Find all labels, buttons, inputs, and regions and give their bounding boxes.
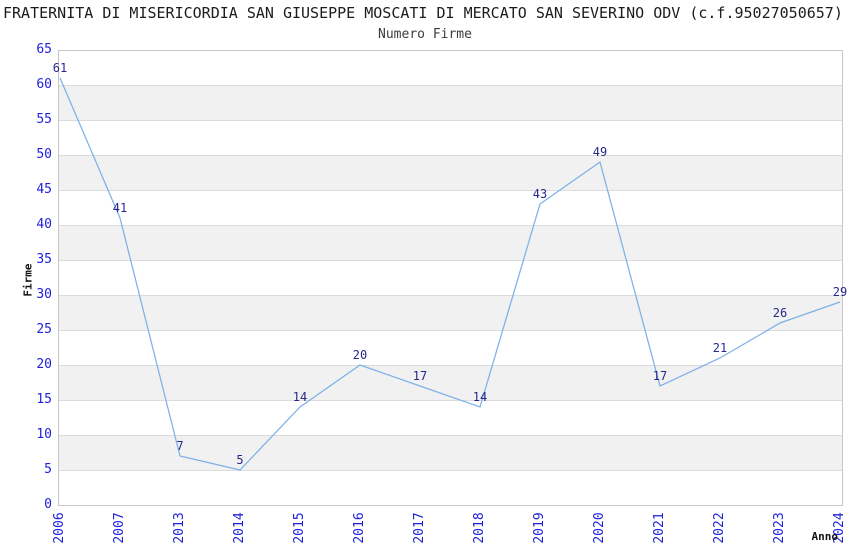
x-tick-label: 2021: [652, 512, 667, 544]
x-axis-title: Anno: [811, 530, 839, 543]
y-tick-label: 55: [36, 112, 52, 127]
y-tick-label: 35: [36, 252, 52, 267]
y-tick-label: 5: [44, 462, 52, 477]
data-label: 49: [592, 145, 608, 159]
data-label: 41: [112, 201, 128, 215]
x-tick-label: 2023: [772, 512, 787, 544]
x-tick-label: 2013: [172, 512, 187, 544]
x-tick-label: 2019: [532, 512, 547, 544]
x-tick-label: 2017: [412, 512, 427, 544]
x-tick-label: 2015: [292, 512, 307, 544]
plot-band: [58, 225, 842, 260]
plot-band: [58, 155, 842, 190]
y-tick-label: 50: [36, 147, 52, 162]
x-tick-label: 2014: [232, 512, 247, 544]
plot-band: [58, 85, 842, 120]
plot-band: [58, 365, 842, 400]
data-label: 21: [712, 341, 728, 355]
y-tick-label: 20: [36, 357, 52, 372]
x-tick-label: 2007: [112, 512, 127, 544]
data-label: 29: [832, 285, 848, 299]
plot-border: [58, 50, 843, 506]
data-label: 7: [176, 439, 184, 453]
data-line: [59, 77, 841, 471]
data-label: 5: [236, 453, 244, 467]
data-label: 26: [772, 306, 788, 320]
data-label: 20: [352, 348, 368, 362]
chart-title: FRATERNITA DI MISERICORDIA SAN GIUSEPPE …: [3, 4, 843, 22]
y-tick-label: 60: [36, 77, 52, 92]
data-label: 43: [532, 187, 548, 201]
data-label: 17: [412, 369, 428, 383]
x-tick-label: 2020: [592, 512, 607, 544]
data-label: 14: [472, 390, 488, 404]
y-tick-label: 65: [36, 42, 52, 57]
y-tick-label: 40: [36, 217, 52, 232]
plot-band: [58, 435, 842, 470]
x-tick-label: 2018: [472, 512, 487, 544]
x-tick-label: 2022: [712, 512, 727, 544]
y-axis-title: Firme: [21, 263, 35, 297]
y-tick-label: 15: [36, 392, 52, 407]
data-label: 14: [292, 390, 308, 404]
data-label: 61: [52, 61, 68, 75]
chart-subtitle: Numero Firme: [378, 27, 472, 42]
x-tick-label: 2016: [352, 512, 367, 544]
x-tick-label: 2006: [52, 512, 67, 544]
y-tick-label: 10: [36, 427, 52, 442]
y-tick-label: 25: [36, 322, 52, 337]
y-tick-label: 45: [36, 182, 52, 197]
plot-band: [58, 295, 842, 330]
y-tick-label: 0: [44, 497, 52, 512]
data-label: 17: [652, 369, 668, 383]
y-tick-label: 30: [36, 287, 52, 302]
